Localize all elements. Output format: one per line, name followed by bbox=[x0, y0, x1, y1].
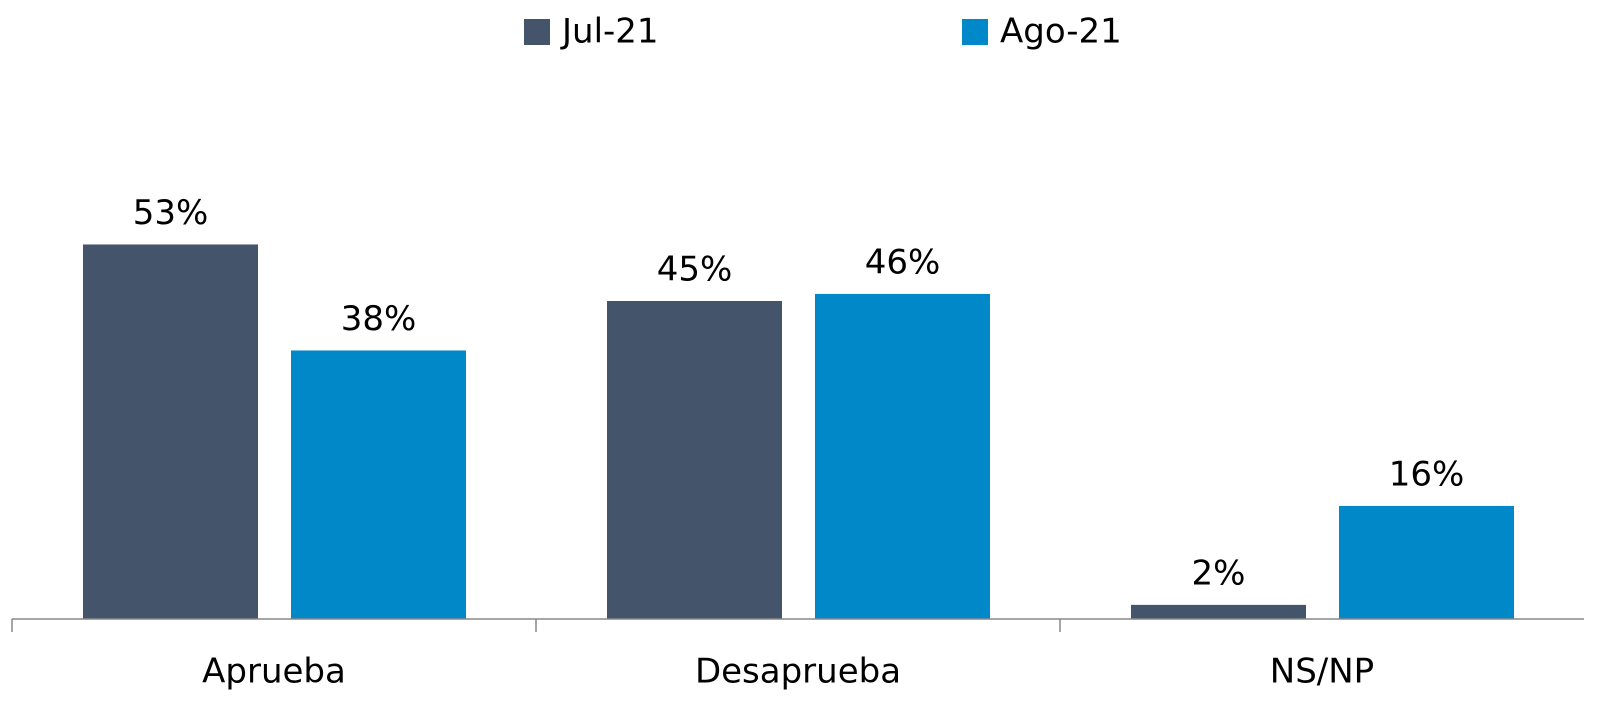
legend-label: Ago-21 bbox=[1000, 12, 1122, 52]
legend-swatch bbox=[524, 19, 550, 45]
x-tick-label: Desaprueba bbox=[695, 652, 901, 692]
x-tick-label: NS/NP bbox=[1270, 652, 1374, 692]
bar bbox=[83, 244, 258, 619]
bar bbox=[1131, 604, 1306, 619]
value-label: 38% bbox=[341, 299, 417, 339]
value-label: 46% bbox=[865, 242, 941, 282]
bar bbox=[607, 301, 782, 619]
value-label: 53% bbox=[133, 193, 209, 233]
x-tick-label: Aprueba bbox=[202, 652, 346, 692]
value-label: 2% bbox=[1192, 553, 1246, 593]
value-label: 45% bbox=[657, 250, 733, 290]
bar bbox=[291, 350, 466, 619]
legend-label: Jul-21 bbox=[560, 12, 659, 52]
bar bbox=[815, 293, 990, 619]
bar bbox=[1339, 505, 1514, 619]
value-label: 16% bbox=[1389, 454, 1465, 494]
legend-swatch bbox=[962, 19, 988, 45]
